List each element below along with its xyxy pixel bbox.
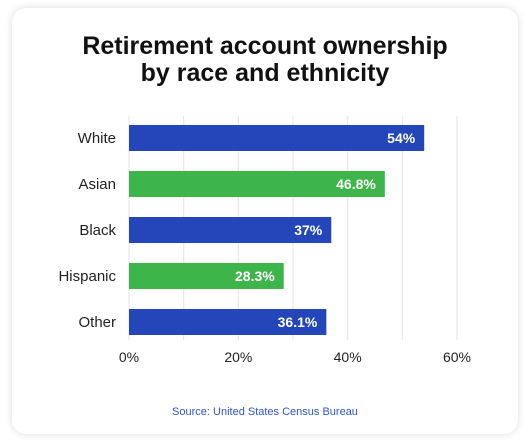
bar-asian <box>129 171 385 197</box>
chart-title-line-2: by race and ethnicity <box>140 59 390 87</box>
bar-white <box>129 125 425 151</box>
bar-value-label: 28.3% <box>235 268 275 284</box>
bar-black <box>129 217 332 243</box>
category-label: Other <box>78 314 116 331</box>
chart-title-line-1: Retirement account ownership <box>82 32 448 60</box>
x-tick-label: 20% <box>224 349 252 365</box>
x-tick-label: 40% <box>334 349 362 365</box>
bar-value-label: 36.1% <box>278 314 318 330</box>
category-labels: White Asian Black Hispanic Other <box>58 130 116 331</box>
bar-value-label: 46.8% <box>336 176 376 192</box>
x-axis-ticks: 0% 20% 40% 60% <box>119 349 471 365</box>
category-label: Hispanic <box>58 268 116 285</box>
bar-value-label: 37% <box>294 222 323 238</box>
bar-other <box>129 309 327 335</box>
bars: 54% 46.8% 37% 28.3% 36.1% <box>129 125 425 335</box>
x-tick-label: 60% <box>443 349 471 365</box>
bar-value-label: 54% <box>387 130 416 146</box>
category-label: Asian <box>78 176 116 193</box>
bar-hispanic <box>129 263 284 289</box>
category-label: White <box>78 130 116 147</box>
x-tick-label: 0% <box>119 349 139 365</box>
source-note: Source: United States Census Bureau <box>172 406 358 418</box>
category-label: Black <box>79 222 116 239</box>
